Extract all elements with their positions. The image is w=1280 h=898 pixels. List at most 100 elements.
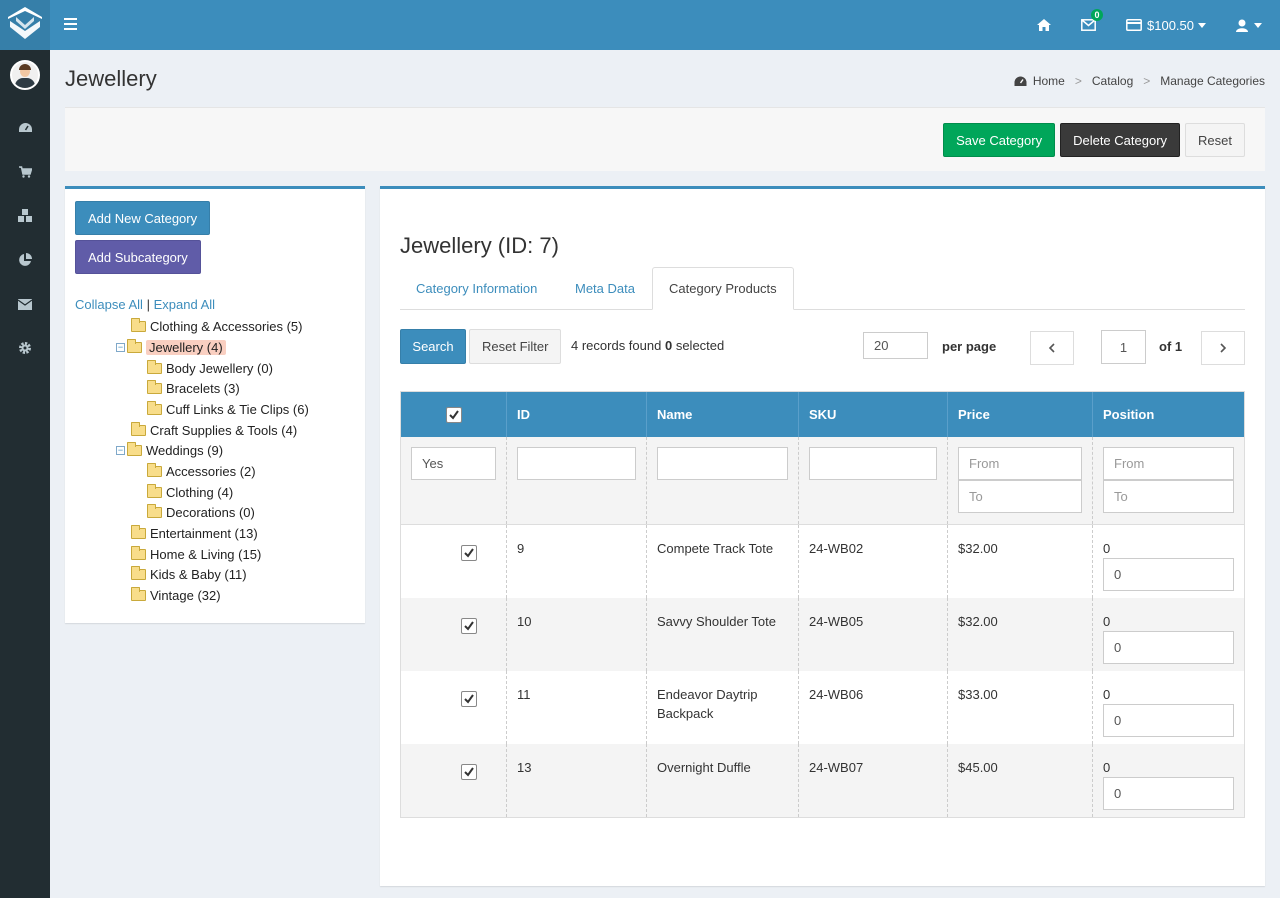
per-page-label: per page	[942, 339, 997, 354]
price-to-input[interactable]	[958, 480, 1082, 513]
tree-node[interactable]: Clothing & Accessories (5)	[131, 317, 302, 335]
column-header-name[interactable]: Name	[647, 392, 799, 437]
collapse-all-link[interactable]: Collapse All	[75, 297, 143, 312]
in-category-filter-select[interactable]	[411, 447, 496, 480]
tree-node[interactable]: Body Jewellery (0)	[147, 359, 273, 377]
add-new-category-button[interactable]: Add New Category	[75, 201, 211, 235]
cubes-icon[interactable]	[0, 194, 50, 238]
tree-node-label: Clothing (4)	[166, 484, 234, 500]
save-category-button[interactable]: Save Category	[943, 123, 1056, 157]
next-page-button[interactable]	[1201, 331, 1245, 365]
cell-sku: 24-WB05	[799, 598, 948, 671]
column-header-sku[interactable]: SKU	[799, 392, 948, 437]
top-navbar: 0 $100.50	[50, 0, 1280, 50]
tree-node[interactable]: Clothing (4)	[147, 483, 233, 501]
category-products-grid: ID Name SKU Price Position	[400, 391, 1245, 818]
selected-count: 0	[664, 338, 673, 353]
tree-node-selected[interactable]: − Jewellery (4)	[116, 338, 226, 356]
tree-node[interactable]: Home & Living (15)	[131, 545, 261, 563]
cell-position: 0	[1103, 541, 1111, 556]
position-from-input[interactable]	[1103, 447, 1234, 480]
position-to-input[interactable]	[1103, 480, 1234, 513]
row-select-checkbox[interactable]	[461, 545, 477, 561]
tree-node[interactable]: Kids & Baby (11)	[131, 565, 247, 583]
app-logo[interactable]	[0, 0, 50, 50]
user-icon	[1236, 19, 1248, 32]
collapse-toggle-icon[interactable]: −	[116, 444, 125, 455]
search-button[interactable]: Search	[400, 329, 466, 364]
balance-dropdown[interactable]: $100.50	[1111, 0, 1221, 50]
position-input[interactable]	[1103, 631, 1234, 664]
tree-node[interactable]: Craft Supplies & Tools (4)	[131, 421, 297, 439]
tree-node[interactable]: Bracelets (3)	[147, 379, 240, 397]
tree-node[interactable]: Accessories (2)	[147, 462, 256, 480]
folder-icon	[131, 586, 146, 601]
cell-name: Endeavor Daytrip Backpack	[647, 671, 799, 744]
tree-node[interactable]: − Weddings (9)	[116, 441, 223, 459]
row-select-checkbox[interactable]	[461, 764, 477, 780]
category-tree-panel: Add New Category Add Subcategory Collaps…	[65, 186, 365, 623]
tree-node[interactable]: Entertainment (13)	[131, 524, 258, 542]
sku-filter-input[interactable]	[809, 447, 937, 480]
breadcrumb-separator: >	[1143, 74, 1151, 88]
row-select-checkbox[interactable]	[461, 691, 477, 707]
user-menu-dropdown[interactable]	[1221, 0, 1280, 50]
dashboard-icon[interactable]	[0, 106, 50, 150]
position-input[interactable]	[1103, 558, 1234, 591]
cell-position: 0	[1103, 760, 1111, 775]
column-header-id[interactable]: ID	[507, 392, 647, 437]
folder-icon	[131, 565, 146, 580]
home-nav-button[interactable]	[1022, 0, 1066, 50]
position-input[interactable]	[1103, 777, 1234, 810]
chevron-down-icon	[1254, 22, 1262, 28]
page-number-input[interactable]	[1101, 330, 1146, 364]
tree-node-label: Accessories (2)	[166, 463, 256, 479]
cell-price: $32.00	[948, 525, 1093, 598]
tab-category-information[interactable]: Category Information	[416, 281, 538, 296]
select-all-checkbox[interactable]	[445, 406, 462, 423]
gear-icon[interactable]	[0, 326, 50, 370]
collapse-toggle-icon[interactable]: −	[116, 341, 125, 352]
tree-node[interactable]: Decorations (0)	[147, 503, 255, 521]
envelope-icon	[1081, 19, 1096, 31]
breadcrumb-catalog[interactable]: Catalog	[1091, 74, 1134, 88]
position-input[interactable]	[1103, 704, 1234, 737]
table-row[interactable]: 13 Overnight Duffle 24-WB07 $45.00 0	[401, 744, 1244, 817]
tab-category-products[interactable]: Category Products	[652, 267, 794, 310]
column-header-position[interactable]: Position	[1103, 407, 1155, 422]
envelope-icon[interactable]	[0, 282, 50, 326]
add-subcategory-button[interactable]: Add Subcategory	[75, 240, 201, 274]
reset-filter-button[interactable]: Reset Filter	[469, 329, 562, 364]
table-row[interactable]: 10 Savvy Shoulder Tote 24-WB05 $32.00 0	[401, 598, 1244, 671]
checkmark-icon	[464, 548, 474, 558]
column-header-price[interactable]: Price	[948, 392, 1093, 437]
folder-icon	[131, 421, 146, 436]
row-select-checkbox[interactable]	[461, 618, 477, 634]
tab-meta-data[interactable]: Meta Data	[575, 281, 635, 296]
tree-node[interactable]: Cuff Links & Tie Clips (6)	[147, 400, 309, 418]
id-filter-input[interactable]	[517, 447, 636, 480]
cell-name: Savvy Shoulder Tote	[647, 598, 799, 671]
pie-chart-icon[interactable]	[0, 238, 50, 282]
reset-button[interactable]: Reset	[1185, 123, 1245, 157]
per-page-input[interactable]	[863, 332, 928, 359]
cart-icon[interactable]	[0, 150, 50, 194]
total-pages-label: of 1	[1159, 339, 1183, 354]
breadcrumb-current: Manage Categories	[1160, 74, 1265, 88]
tree-node-label: Jewellery (4)	[146, 339, 226, 355]
name-filter-input[interactable]	[657, 447, 788, 480]
previous-page-button[interactable]	[1030, 331, 1074, 365]
user-avatar[interactable]	[10, 60, 40, 90]
table-row[interactable]: 9 Compete Track Tote 24-WB02 $32.00 0	[401, 525, 1244, 598]
breadcrumb-home[interactable]: Home	[1032, 74, 1065, 88]
messages-nav-button[interactable]: 0	[1066, 0, 1111, 50]
tree-node[interactable]: Vintage (32)	[131, 586, 221, 604]
cell-name: Overnight Duffle	[647, 744, 799, 817]
menu-toggle-icon[interactable]	[64, 18, 77, 33]
tree-node-label: Kids & Baby (11)	[150, 566, 247, 582]
expand-all-link[interactable]: Expand All	[153, 297, 216, 312]
price-from-input[interactable]	[958, 447, 1082, 480]
table-row[interactable]: 11 Endeavor Daytrip Backpack 24-WB06 $33…	[401, 671, 1244, 744]
folder-icon	[147, 462, 162, 477]
delete-category-button[interactable]: Delete Category	[1060, 123, 1181, 157]
